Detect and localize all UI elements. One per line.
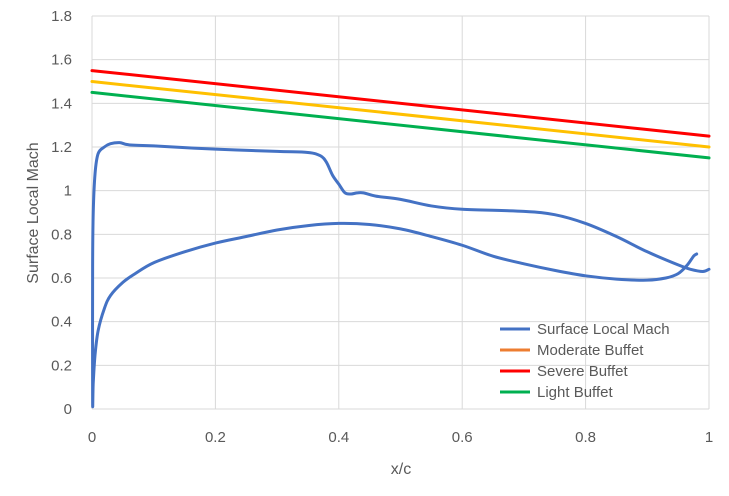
- x-tick-labels: 0 0.2 0.4 0.6 0.8 1: [88, 429, 713, 446]
- x-tick-label: 0.8: [575, 429, 596, 446]
- legend: Surface Local Mach Moderate Buffet Severe …: [500, 321, 670, 401]
- y-tick-label: 0: [64, 401, 72, 418]
- legend-label: Light Buffet: [537, 384, 613, 401]
- legend-item-moderate-buffet: Moderate Buffet: [500, 342, 644, 359]
- y-tick-label: 0.8: [51, 226, 72, 243]
- legend-label: Severe Buffet: [537, 363, 628, 380]
- severe-buffet-line: [90, 69, 711, 138]
- y-tick-label: 1.8: [51, 8, 72, 25]
- x-tick-label: 1: [705, 429, 713, 446]
- series-lines: [90, 69, 711, 409]
- x-tick-label: 0.6: [452, 429, 473, 446]
- x-tick-label: 0.4: [328, 429, 349, 446]
- legend-label: Surface Local Mach: [537, 321, 670, 338]
- x-tick-label: 0: [88, 429, 96, 446]
- y-tick-label: 0.2: [51, 357, 72, 374]
- y-tick-label: 1.4: [51, 95, 72, 112]
- y-tick-labels: 0 0.2 0.4 0.6 0.8 1 1.2 1.4 1.6 1.8: [51, 8, 72, 418]
- moderate-buffet-line: [90, 80, 711, 149]
- y-tick-label: 1.6: [51, 52, 72, 69]
- y-tick-label: 1.2: [51, 139, 72, 156]
- y-tick-label: 0.6: [51, 270, 72, 287]
- legend-label: Moderate Buffet: [537, 342, 644, 359]
- light-buffet-line: [90, 90, 711, 160]
- surface-mach-line: [91, 141, 711, 409]
- y-tick-label: 0.4: [51, 314, 72, 331]
- x-tick-label: 0.2: [205, 429, 226, 446]
- legend-item-light-buffet: Light Buffet: [500, 384, 613, 401]
- y-tick-label: 1: [64, 183, 72, 200]
- y-axis-title: Surface Local Mach: [25, 142, 42, 283]
- x-axis-title: x/c: [391, 461, 411, 478]
- legend-item-surface-mach: Surface Local Mach: [500, 321, 670, 338]
- legend-item-severe-buffet: Severe Buffet: [500, 363, 628, 380]
